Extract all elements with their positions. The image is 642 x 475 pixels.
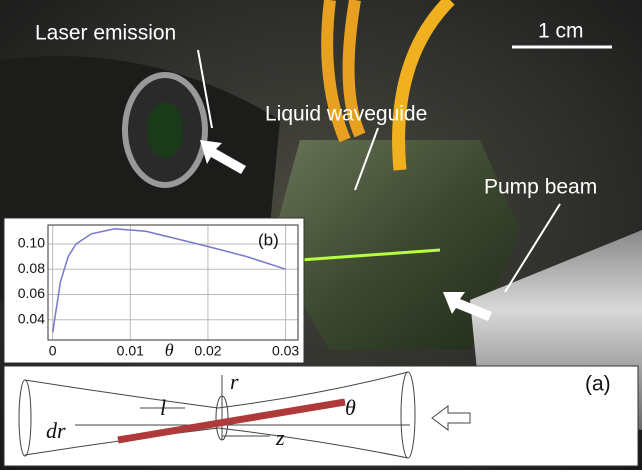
y-tick-label: 0.08 — [18, 260, 45, 276]
lens-glow — [147, 102, 183, 158]
diagram-label: θ — [345, 395, 356, 420]
y-tick-label: 0.06 — [18, 285, 45, 301]
figure: Laser emission Liquid waveguide Pump bea… — [0, 0, 642, 470]
diagram-label: z — [275, 425, 285, 450]
photo-label: Liquid waveguide — [265, 103, 427, 126]
scale-bar-label: 1 cm — [538, 20, 584, 43]
photo-label: Pump beam — [484, 176, 597, 199]
x-axis-label: θ — [165, 340, 174, 360]
diagram-label: r — [230, 369, 239, 394]
inset-a — [4, 366, 638, 466]
x-tick-label: 0.01 — [117, 343, 144, 359]
diagram-label: l — [160, 395, 166, 420]
y-tick-label: 0.10 — [18, 235, 45, 251]
x-tick-label: 0.02 — [194, 343, 221, 359]
photo-label: Laser emission — [35, 22, 176, 45]
x-tick-label: 0.03 — [272, 343, 299, 359]
panel-label: (a) — [585, 373, 611, 396]
diagram-label: dr — [46, 418, 66, 443]
page: {"photo": {"labels": ["Laser emission", … — [0, 0, 642, 470]
y-tick-label: 0.04 — [18, 310, 45, 326]
x-tick-label: 0 — [49, 343, 57, 359]
chart-title: (b) — [258, 230, 279, 249]
